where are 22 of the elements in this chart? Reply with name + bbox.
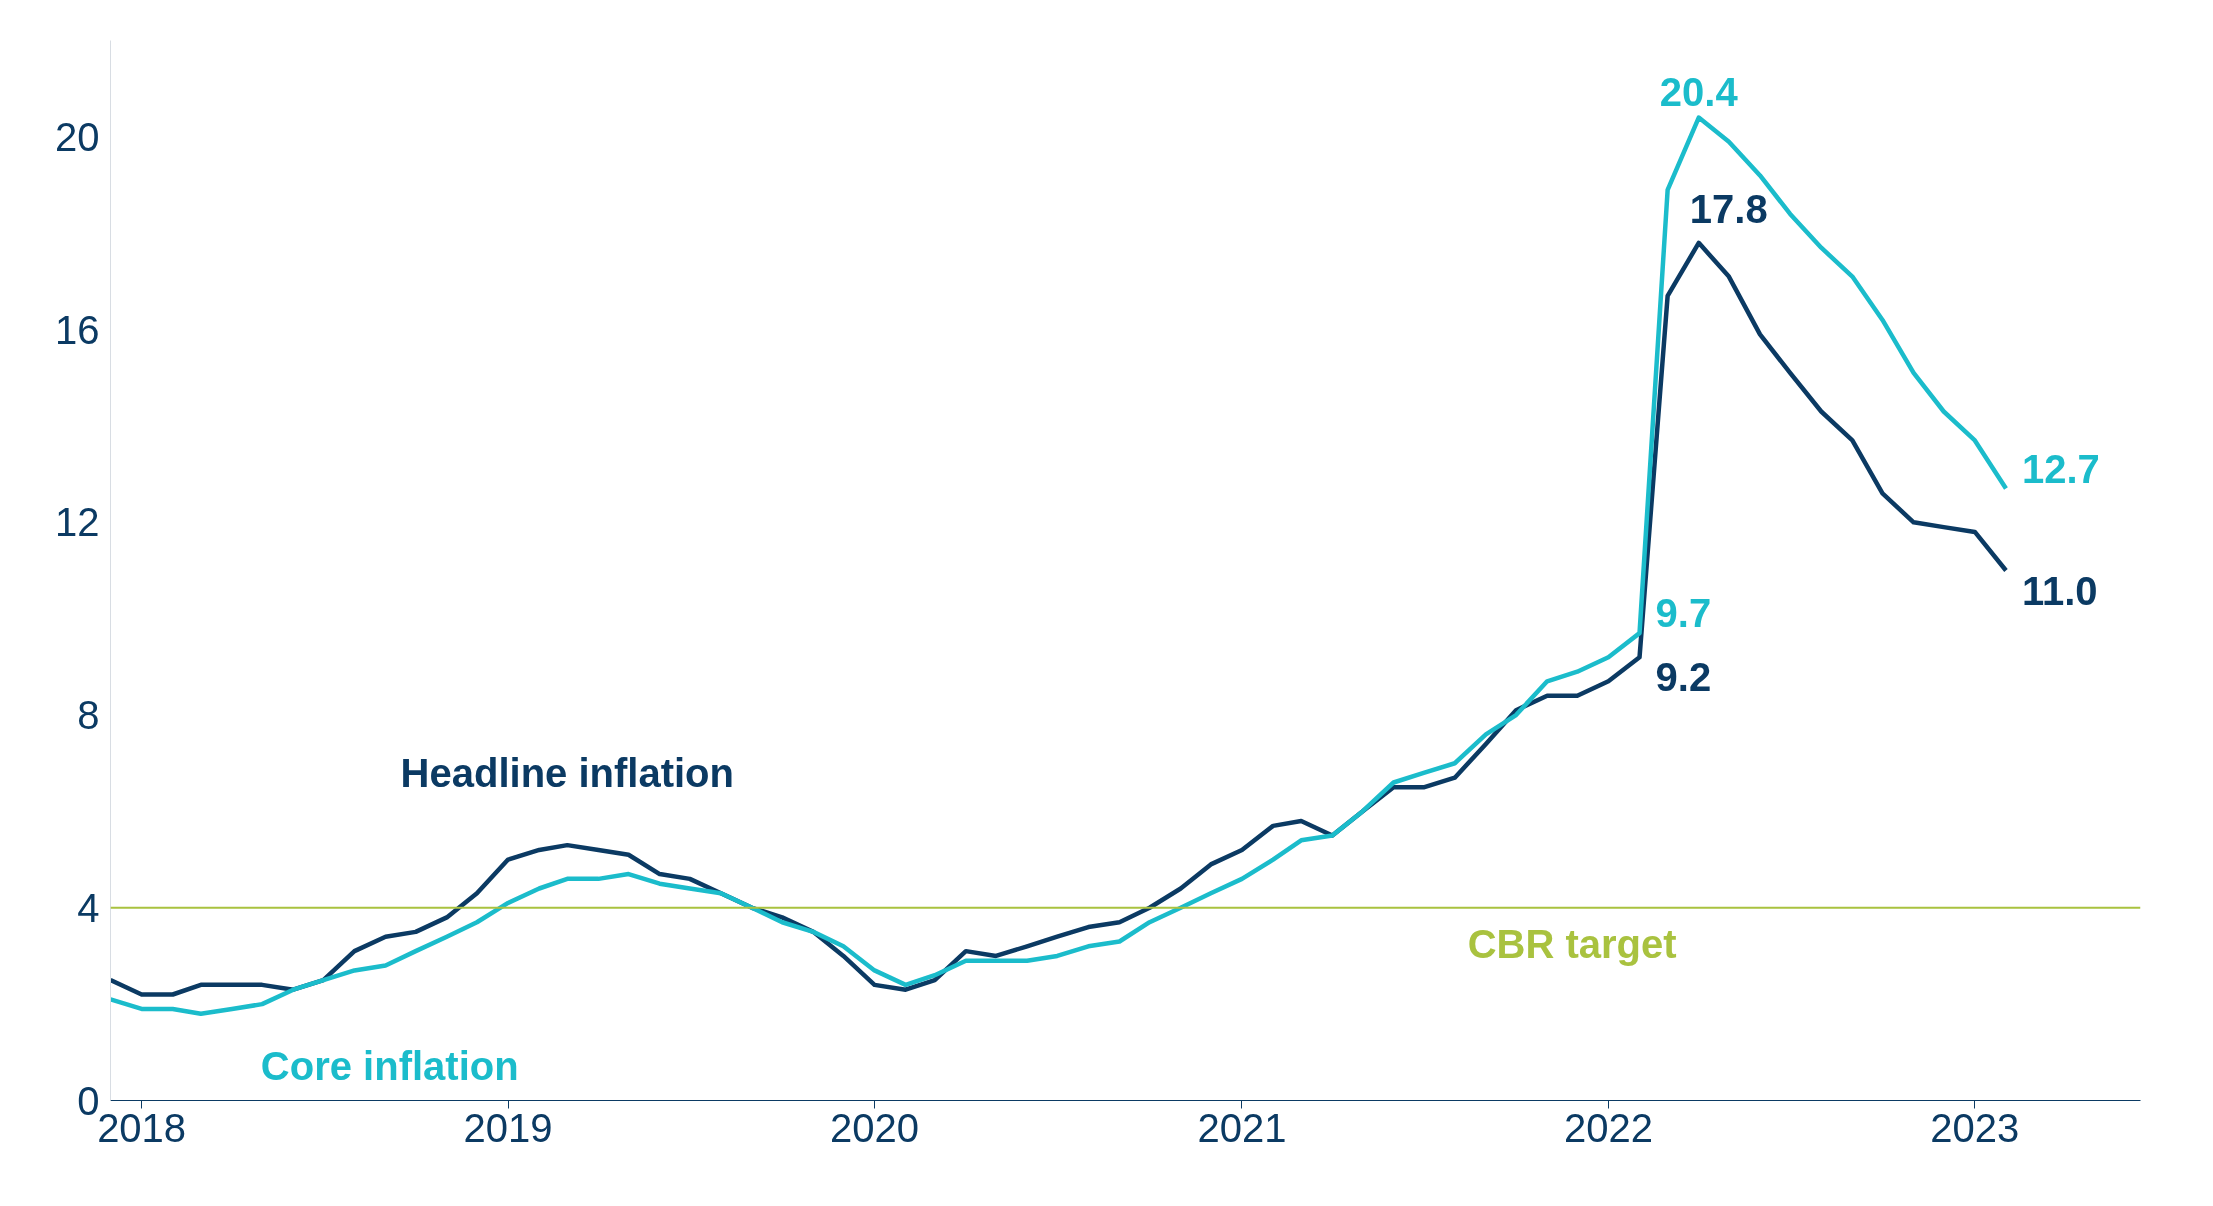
series-label: Headline inflation (400, 751, 734, 796)
annotation: 11.0 (2021, 568, 2098, 613)
y-tick-label: 4 (77, 885, 100, 930)
annotation: 9.2 (1655, 655, 1712, 700)
x-tick-label: 2023 (1930, 1105, 2020, 1150)
annotation: 9.7 (1655, 591, 1712, 636)
x-tick-label: 2020 (830, 1105, 919, 1150)
annotation: 12.7 (2021, 446, 2100, 491)
annotation: 20.4 (1659, 69, 1739, 114)
y-tick-label: 8 (77, 693, 100, 738)
y-tick-label: 12 (55, 500, 100, 545)
x-tick-label: 2019 (463, 1105, 553, 1150)
x-tick-label: 2018 (97, 1105, 187, 1150)
y-tick-label: 16 (55, 307, 100, 352)
ref-line-label: CBR target (1467, 921, 1677, 966)
annotation: 17.8 (1689, 186, 1768, 231)
y-tick-label: 0 (77, 1078, 100, 1123)
x-tick-label: 2022 (1563, 1105, 1653, 1150)
y-tick-label: 20 (55, 114, 100, 159)
x-tick-label: 2021 (1197, 1105, 1287, 1150)
series-label: Core inflation (260, 1043, 519, 1088)
line-series (110, 115, 2009, 1017)
